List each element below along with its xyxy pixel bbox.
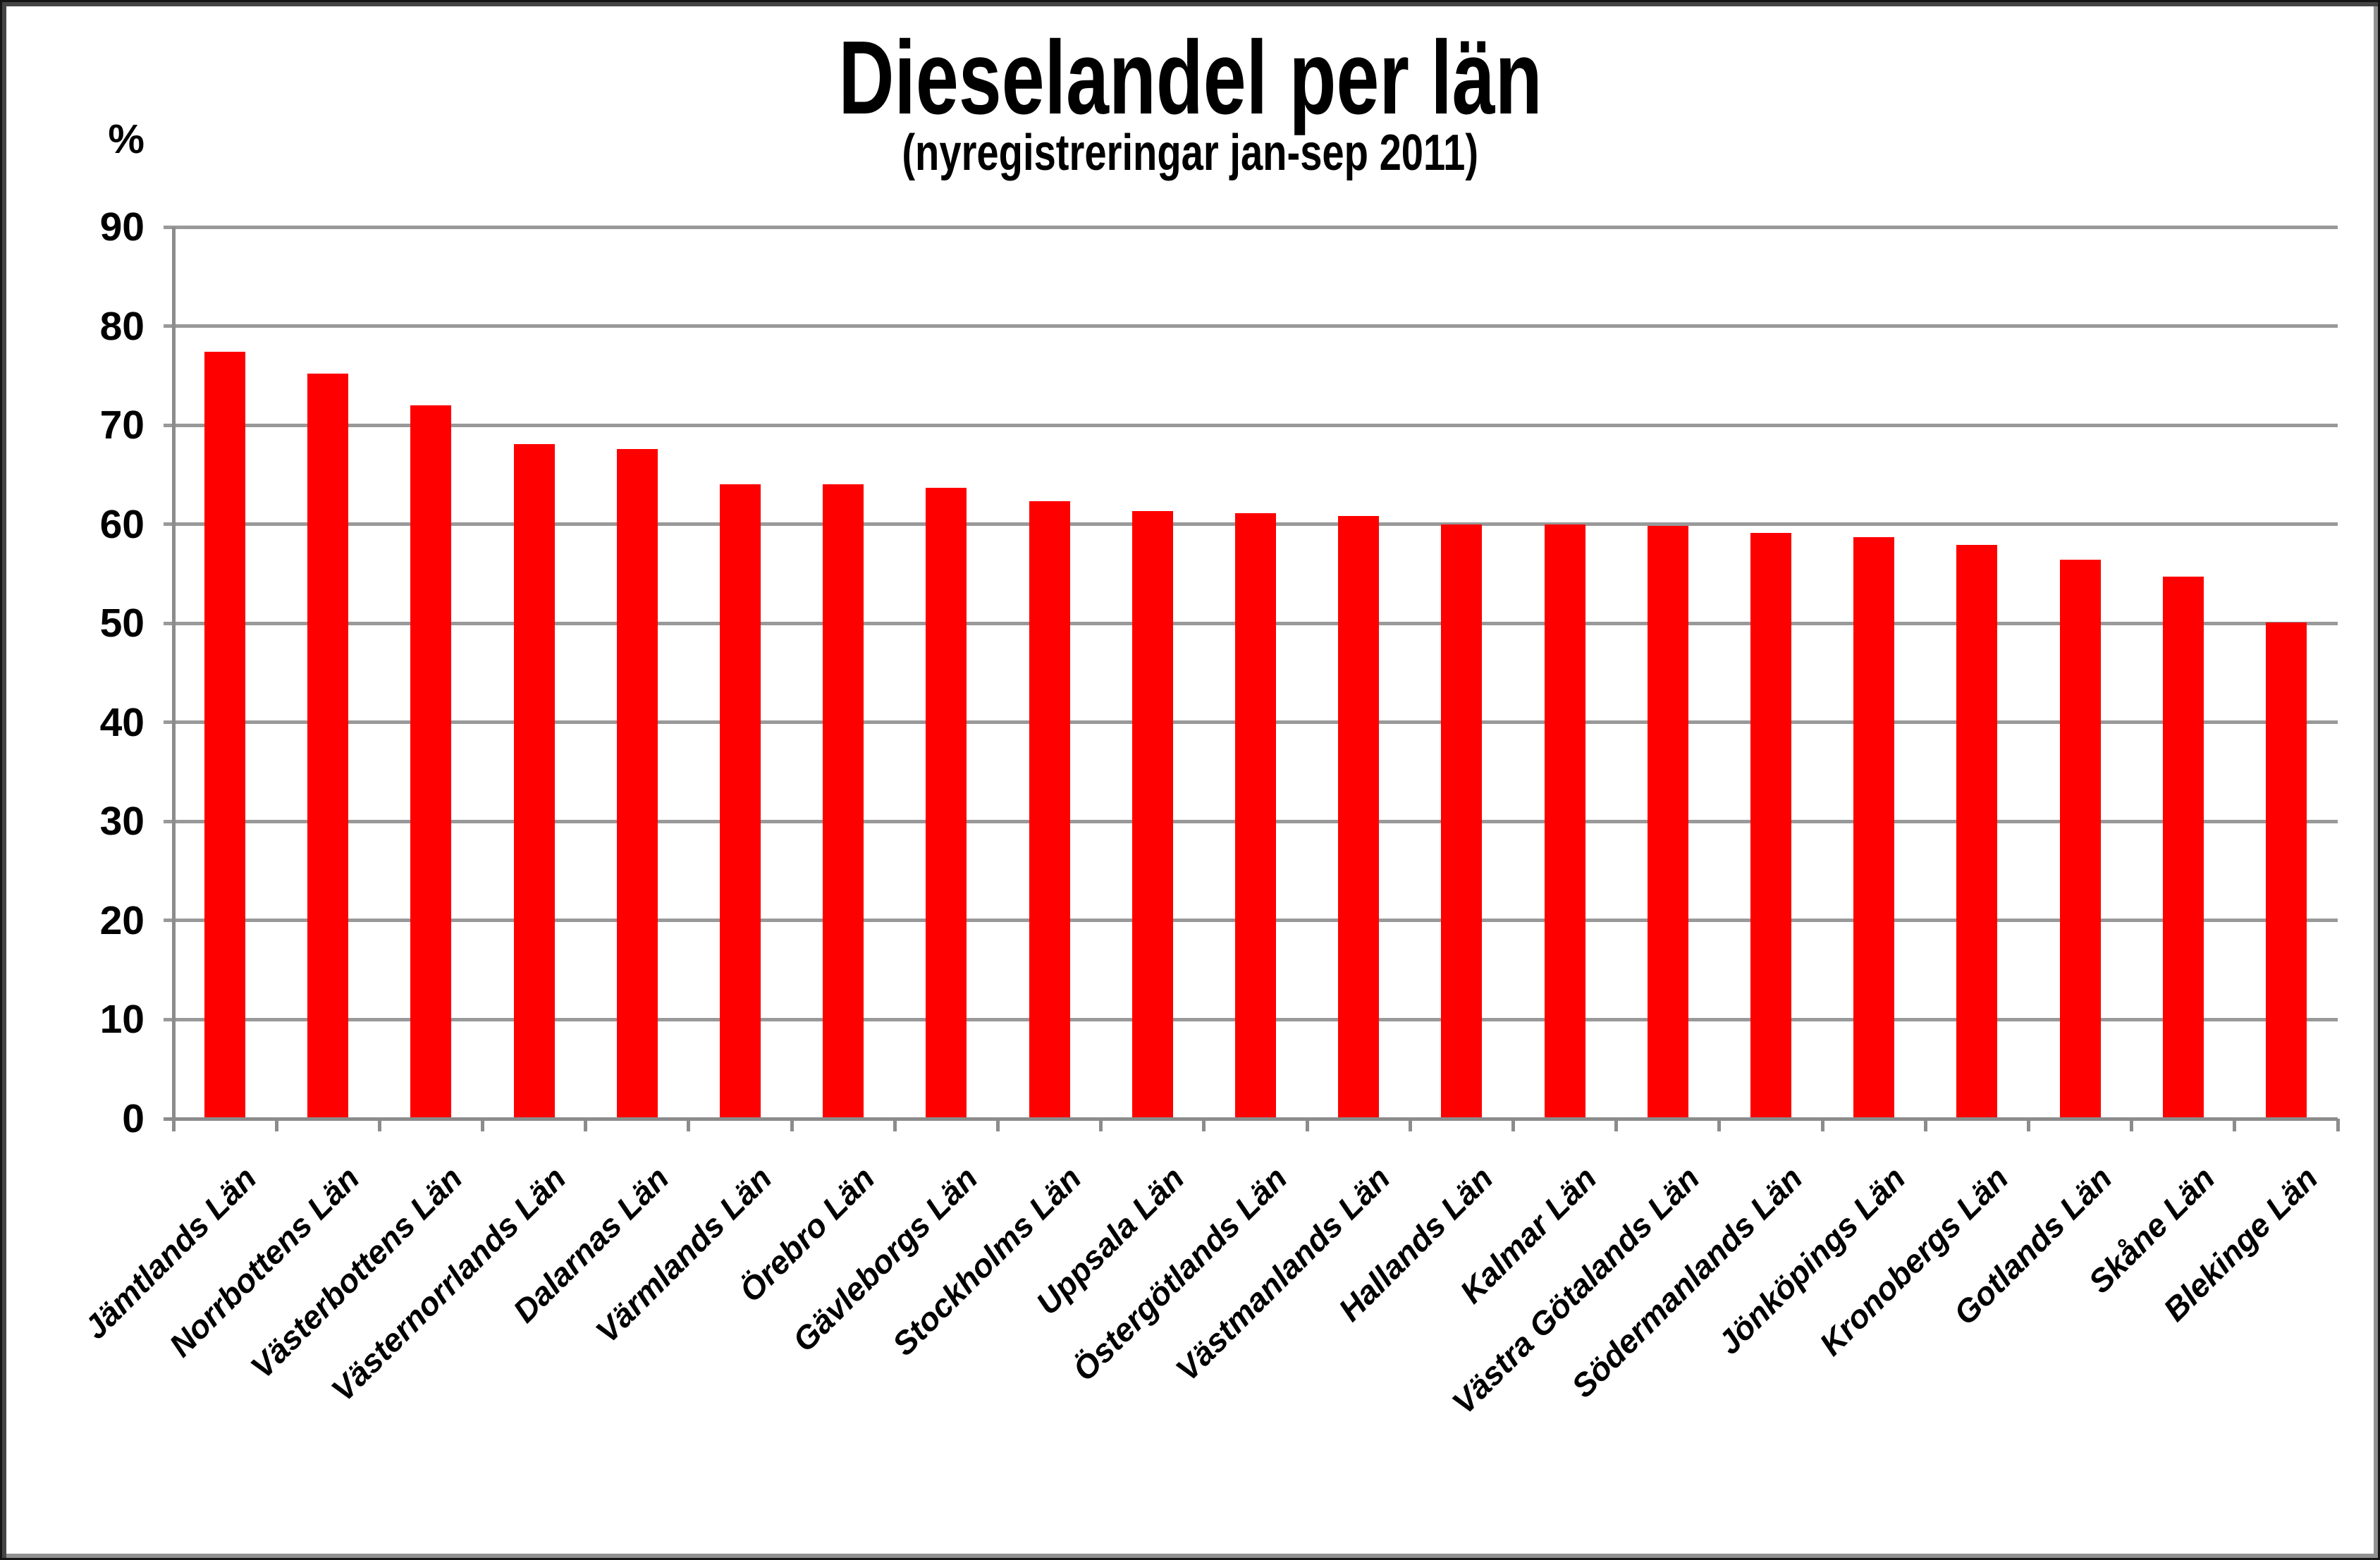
y-tick-label-40: 40 (99, 699, 145, 745)
x-tick-10 (1202, 1119, 1206, 1131)
bar-Jämtlands Län (204, 352, 246, 1119)
gridline-70 (164, 423, 2338, 427)
bar-Västra Götalands Län (1647, 526, 1688, 1119)
y-tick-label-50: 50 (99, 601, 145, 646)
y-tick-label-60: 60 (99, 501, 145, 547)
bar-Gävleborgs Län (926, 487, 967, 1119)
x-tick-14 (1614, 1119, 1619, 1131)
bar-Dalarnas Län (616, 448, 658, 1119)
bar-Jönköpings Län (1853, 536, 1895, 1119)
y-tick-label-70: 70 (99, 403, 145, 448)
gridline-80 (164, 324, 2338, 328)
x-tick-16 (1820, 1119, 1824, 1131)
bar-Blekinge Län (2265, 622, 2307, 1119)
y-tick-label-20: 20 (99, 897, 145, 943)
bar-Östergötlands Län (1235, 513, 1276, 1119)
y-axis-unit-label: % (108, 116, 145, 162)
chart-subtitle: (nyregistreringar jan-sep 2011) (0, 124, 2380, 182)
x-axis-line (164, 1117, 2338, 1121)
x-tick-12 (1408, 1119, 1412, 1131)
bar-Västernorrlands Län (513, 443, 555, 1119)
bar-Södermanlands Län (1750, 533, 1791, 1119)
x-tick-6 (790, 1119, 794, 1131)
x-tick-13 (1511, 1119, 1515, 1131)
y-axis-line (171, 227, 176, 1131)
bar-Uppsala Län (1131, 511, 1173, 1119)
bar-Västmanlands Län (1338, 516, 1380, 1119)
x-tick-20 (2233, 1119, 2237, 1131)
bar-Västerbottens Län (410, 405, 452, 1119)
bar-Hallands Län (1441, 524, 1483, 1119)
bar-Värmlands Län (720, 484, 761, 1119)
x-tick-21 (2336, 1119, 2340, 1131)
x-tick-0 (171, 1119, 176, 1131)
bar-Kalmar Län (1544, 524, 1585, 1119)
y-tick-label-80: 80 (99, 303, 145, 349)
bar-Örebro Län (823, 484, 864, 1119)
bar-Kronobergs Län (1956, 545, 1998, 1119)
x-tick-8 (996, 1119, 1000, 1131)
x-tick-18 (2026, 1119, 2030, 1131)
x-tick-19 (2130, 1119, 2134, 1131)
chart-title-text: Dieselandel per län (838, 20, 1542, 136)
x-tick-9 (1099, 1119, 1103, 1131)
bar-Norrbottens Län (307, 374, 349, 1119)
x-tick-7 (892, 1119, 897, 1131)
x-tick-11 (1305, 1119, 1309, 1131)
bar-Gotlands Län (2059, 560, 2101, 1119)
chart-title: Dieselandel per län (0, 18, 2380, 138)
bar-Skåne Län (2162, 577, 2204, 1119)
bar-Stockholms Län (1029, 501, 1070, 1119)
y-tick-label-30: 30 (99, 799, 145, 845)
x-tick-2 (377, 1119, 381, 1131)
x-tick-15 (1717, 1119, 1722, 1131)
y-tick-label-0: 0 (122, 1096, 145, 1141)
y-tick-label-90: 90 (99, 204, 145, 250)
x-tick-17 (1923, 1119, 1927, 1131)
x-tick-4 (584, 1119, 588, 1131)
y-tick-label-10: 10 (99, 997, 145, 1043)
x-tick-1 (274, 1119, 278, 1131)
gridline-90 (164, 225, 2338, 229)
x-tick-5 (687, 1119, 691, 1131)
chart-subtitle-text: (nyregistreringar jan-sep 2011) (902, 125, 1478, 181)
x-tick-3 (481, 1119, 485, 1131)
